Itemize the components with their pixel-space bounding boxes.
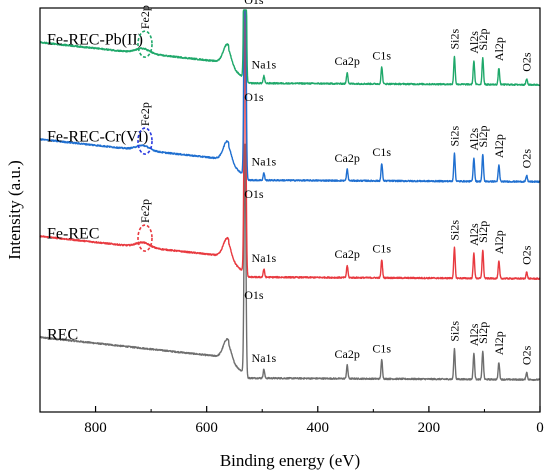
peak-label-na1s: Na1s	[252, 251, 277, 265]
peak-label-al2s: Al2s	[467, 31, 481, 54]
fe2p-marker-ellipse	[137, 127, 153, 155]
peak-label-o2s: O2s	[520, 149, 534, 169]
peak-label-o2s: O2s	[520, 345, 534, 365]
peak-label-al2p: Al2p	[492, 230, 506, 254]
peak-label-al2s: Al2s	[467, 223, 481, 246]
peak-label-fe2p: Fe2p	[138, 199, 152, 223]
series-name-label: REC	[47, 326, 78, 343]
peak-label-ca2p: Ca2p	[335, 347, 360, 361]
peak-label-o1s: O1s	[244, 0, 264, 7]
peak-label-na1s: Na1s	[252, 351, 277, 365]
peak-label-si2p: Si2p	[476, 28, 490, 50]
peak-label-c1s: C1s	[372, 241, 391, 255]
series-line-fe-rec	[39, 9, 541, 281]
x-axis-title: Binding energy (eV)	[220, 451, 360, 470]
x-tick-label: 600	[195, 420, 218, 436]
peak-label-ca2p: Ca2p	[335, 151, 360, 165]
series-name-label: Fe-REC-Pb(II)	[47, 31, 143, 48]
series-line-rec	[39, 143, 541, 382]
peak-label-fe2p: Fe2p	[138, 5, 152, 29]
peak-label-al2s: Al2s	[467, 323, 481, 346]
peak-label-si2p: Si2p	[476, 125, 490, 147]
peak-label-o1s: O1s	[244, 288, 264, 302]
peak-label-ca2p: Ca2p	[335, 54, 360, 68]
x-tick-label: 200	[418, 420, 441, 436]
peak-label-al2s: Al2s	[467, 128, 481, 151]
series-line-fe-rec-pb-ii-	[39, 9, 541, 87]
fe2p-marker-ellipse	[137, 224, 153, 252]
peak-label-o1s: O1s	[244, 187, 264, 201]
x-tick-label: 800	[84, 420, 107, 436]
x-axis-ticks: 800 600 400 200 0	[39, 406, 544, 436]
peak-label-o2s: O2s	[520, 245, 534, 265]
peak-label-al2p: Al2p	[492, 37, 506, 61]
peak-label-na1s: Na1s	[252, 58, 277, 72]
peak-label-o2s: O2s	[520, 52, 534, 72]
peak-label-ca2p: Ca2p	[335, 247, 360, 261]
peak-label-na1s: Na1s	[252, 155, 277, 169]
peak-label-si2s: Si2s	[447, 29, 461, 50]
plot-frame	[39, 7, 541, 413]
peak-label-si2p: Si2p	[476, 221, 490, 243]
y-axis-title: Intensity (a.u.)	[5, 160, 24, 260]
series-layer	[39, 9, 541, 382]
peak-label-o1s: O1s	[244, 90, 264, 104]
x-tick-label: 400	[307, 420, 330, 436]
x-tick-label: 0	[536, 420, 544, 436]
peak-label-si2s: Si2s	[447, 321, 461, 342]
series-name-label: Fe-REC-Cr(VI)	[47, 128, 148, 145]
fe2p-marker-ellipse	[137, 30, 153, 58]
peak-label-fe2p: Fe2p	[138, 102, 152, 126]
peak-label-al2p: Al2p	[492, 331, 506, 355]
peak-label-c1s: C1s	[372, 342, 391, 356]
peak-label-si2s: Si2s	[447, 125, 461, 146]
series-name-label: Fe-REC	[47, 225, 99, 242]
series-line-fe-rec-cr-vi-	[39, 9, 541, 184]
peak-label-c1s: C1s	[372, 49, 391, 63]
peak-label-al2p: Al2p	[492, 134, 506, 158]
peak-label-si2s: Si2s	[447, 220, 461, 241]
peak-label-si2p: Si2p	[476, 322, 490, 344]
peak-label-c1s: C1s	[372, 145, 391, 159]
